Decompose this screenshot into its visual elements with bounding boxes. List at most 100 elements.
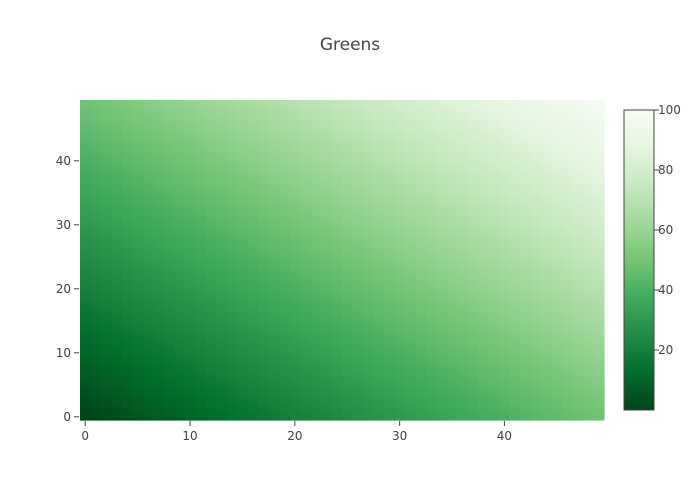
heatmap-cell: [551, 317, 563, 325]
heatmap-cell: [331, 234, 343, 242]
heatmap-cell: [279, 272, 291, 280]
heatmap-cell: [352, 170, 364, 178]
heatmap-cell: [205, 112, 217, 120]
heatmap-cell: [174, 324, 186, 331]
heatmap-cell: [111, 247, 123, 255]
heatmap-cell: [541, 400, 553, 408]
heatmap-cell: [562, 176, 574, 184]
heatmap-cell: [520, 362, 532, 370]
heatmap-cell: [467, 292, 479, 299]
heatmap-cell: [247, 196, 259, 203]
heatmap-cell: [499, 234, 511, 242]
heatmap-cell: [268, 125, 280, 133]
heatmap-cell: [195, 362, 207, 370]
heatmap-cell: [425, 106, 437, 114]
heatmap-cell: [551, 164, 563, 171]
heatmap-cell: [478, 253, 490, 261]
heatmap-cell: [342, 317, 354, 325]
heatmap-cell: [446, 349, 458, 357]
heatmap-cell: [90, 112, 102, 120]
heatmap-cell: [289, 375, 301, 383]
heatmap-cell: [394, 112, 406, 120]
heatmap-cell: [373, 144, 385, 152]
heatmap-cell: [226, 304, 238, 312]
heatmap-cell: [268, 253, 280, 261]
heatmap-cell: [342, 106, 354, 114]
heatmap-cell: [289, 144, 301, 152]
heatmap-cell: [279, 388, 291, 395]
heatmap-cell: [226, 106, 238, 114]
heatmap-cell: [90, 368, 102, 376]
heatmap-cell: [111, 208, 123, 216]
heatmap-cell: [310, 381, 322, 389]
heatmap-cell: [247, 202, 259, 210]
heatmap-cell: [509, 138, 521, 146]
heatmap-cell: [530, 170, 542, 178]
heatmap-cell: [289, 317, 301, 325]
heatmap-cell: [342, 260, 354, 267]
heatmap-cell: [216, 362, 228, 370]
heatmap-cell: [415, 400, 427, 408]
heatmap-cell: [100, 176, 113, 184]
heatmap-cell: [153, 228, 165, 235]
heatmap-cell: [362, 183, 375, 191]
heatmap-cell: [153, 170, 165, 178]
heatmap-cell: [90, 292, 102, 299]
heatmap-cell: [541, 144, 553, 152]
heatmap-cell: [184, 317, 196, 325]
heatmap-cell: [195, 317, 207, 325]
heatmap-cell: [279, 112, 291, 120]
heatmap-cell: [478, 132, 490, 139]
heatmap-cell: [258, 266, 270, 274]
heatmap-cell: [80, 292, 92, 299]
heatmap-cell: [415, 292, 427, 299]
heatmap-cell: [216, 234, 228, 242]
heatmap-cell: [321, 266, 333, 274]
heatmap-cell: [457, 394, 469, 402]
heatmap-cell: [310, 170, 322, 178]
heatmap-cell: [100, 394, 113, 402]
heatmap-cell: [300, 298, 312, 306]
heatmap-cell: [362, 144, 375, 152]
heatmap-cell: [352, 292, 364, 299]
heatmap-cell: [572, 298, 584, 306]
heatmap-cell: [541, 381, 553, 389]
heatmap-cell: [237, 362, 249, 370]
heatmap-cell: [362, 125, 375, 133]
heatmap-cell: [310, 375, 322, 383]
heatmap-cell: [562, 170, 574, 178]
heatmap-cell: [163, 240, 175, 248]
heatmap-cell: [499, 375, 511, 383]
heatmap-cell: [509, 279, 521, 287]
heatmap-cell: [163, 183, 175, 191]
heatmap-cell: [226, 375, 238, 383]
heatmap-cell: [237, 132, 249, 139]
heatmap-cell: [310, 164, 322, 171]
heatmap-cell: [279, 100, 291, 107]
heatmap-cell: [184, 388, 196, 395]
heatmap-cell: [530, 356, 542, 363]
heatmap-cell: [321, 343, 333, 351]
heatmap-cell: [446, 285, 458, 293]
heatmap-cell: [279, 144, 291, 152]
heatmap-cell: [132, 356, 144, 363]
heatmap-cell: [142, 311, 154, 319]
heatmap-cell: [562, 272, 574, 280]
heatmap-cell: [342, 176, 354, 184]
heatmap-cell: [551, 215, 563, 223]
heatmap-cell: [562, 202, 574, 210]
heatmap-cell: [184, 336, 196, 344]
heatmap-cell: [572, 247, 584, 255]
heatmap-cell: [488, 388, 500, 395]
heatmap-cell: [226, 349, 238, 357]
heatmap-cell: [478, 100, 490, 107]
heatmap-cell: [100, 183, 113, 191]
heatmap-cell: [425, 183, 437, 191]
heatmap-cell: [90, 151, 102, 159]
heatmap-cell: [184, 164, 196, 171]
heatmap-cell: [268, 100, 280, 107]
heatmap-cell: [446, 381, 458, 389]
heatmap-cell: [310, 240, 322, 248]
heatmap-cell: [394, 381, 406, 389]
heatmap-cell: [321, 368, 333, 376]
